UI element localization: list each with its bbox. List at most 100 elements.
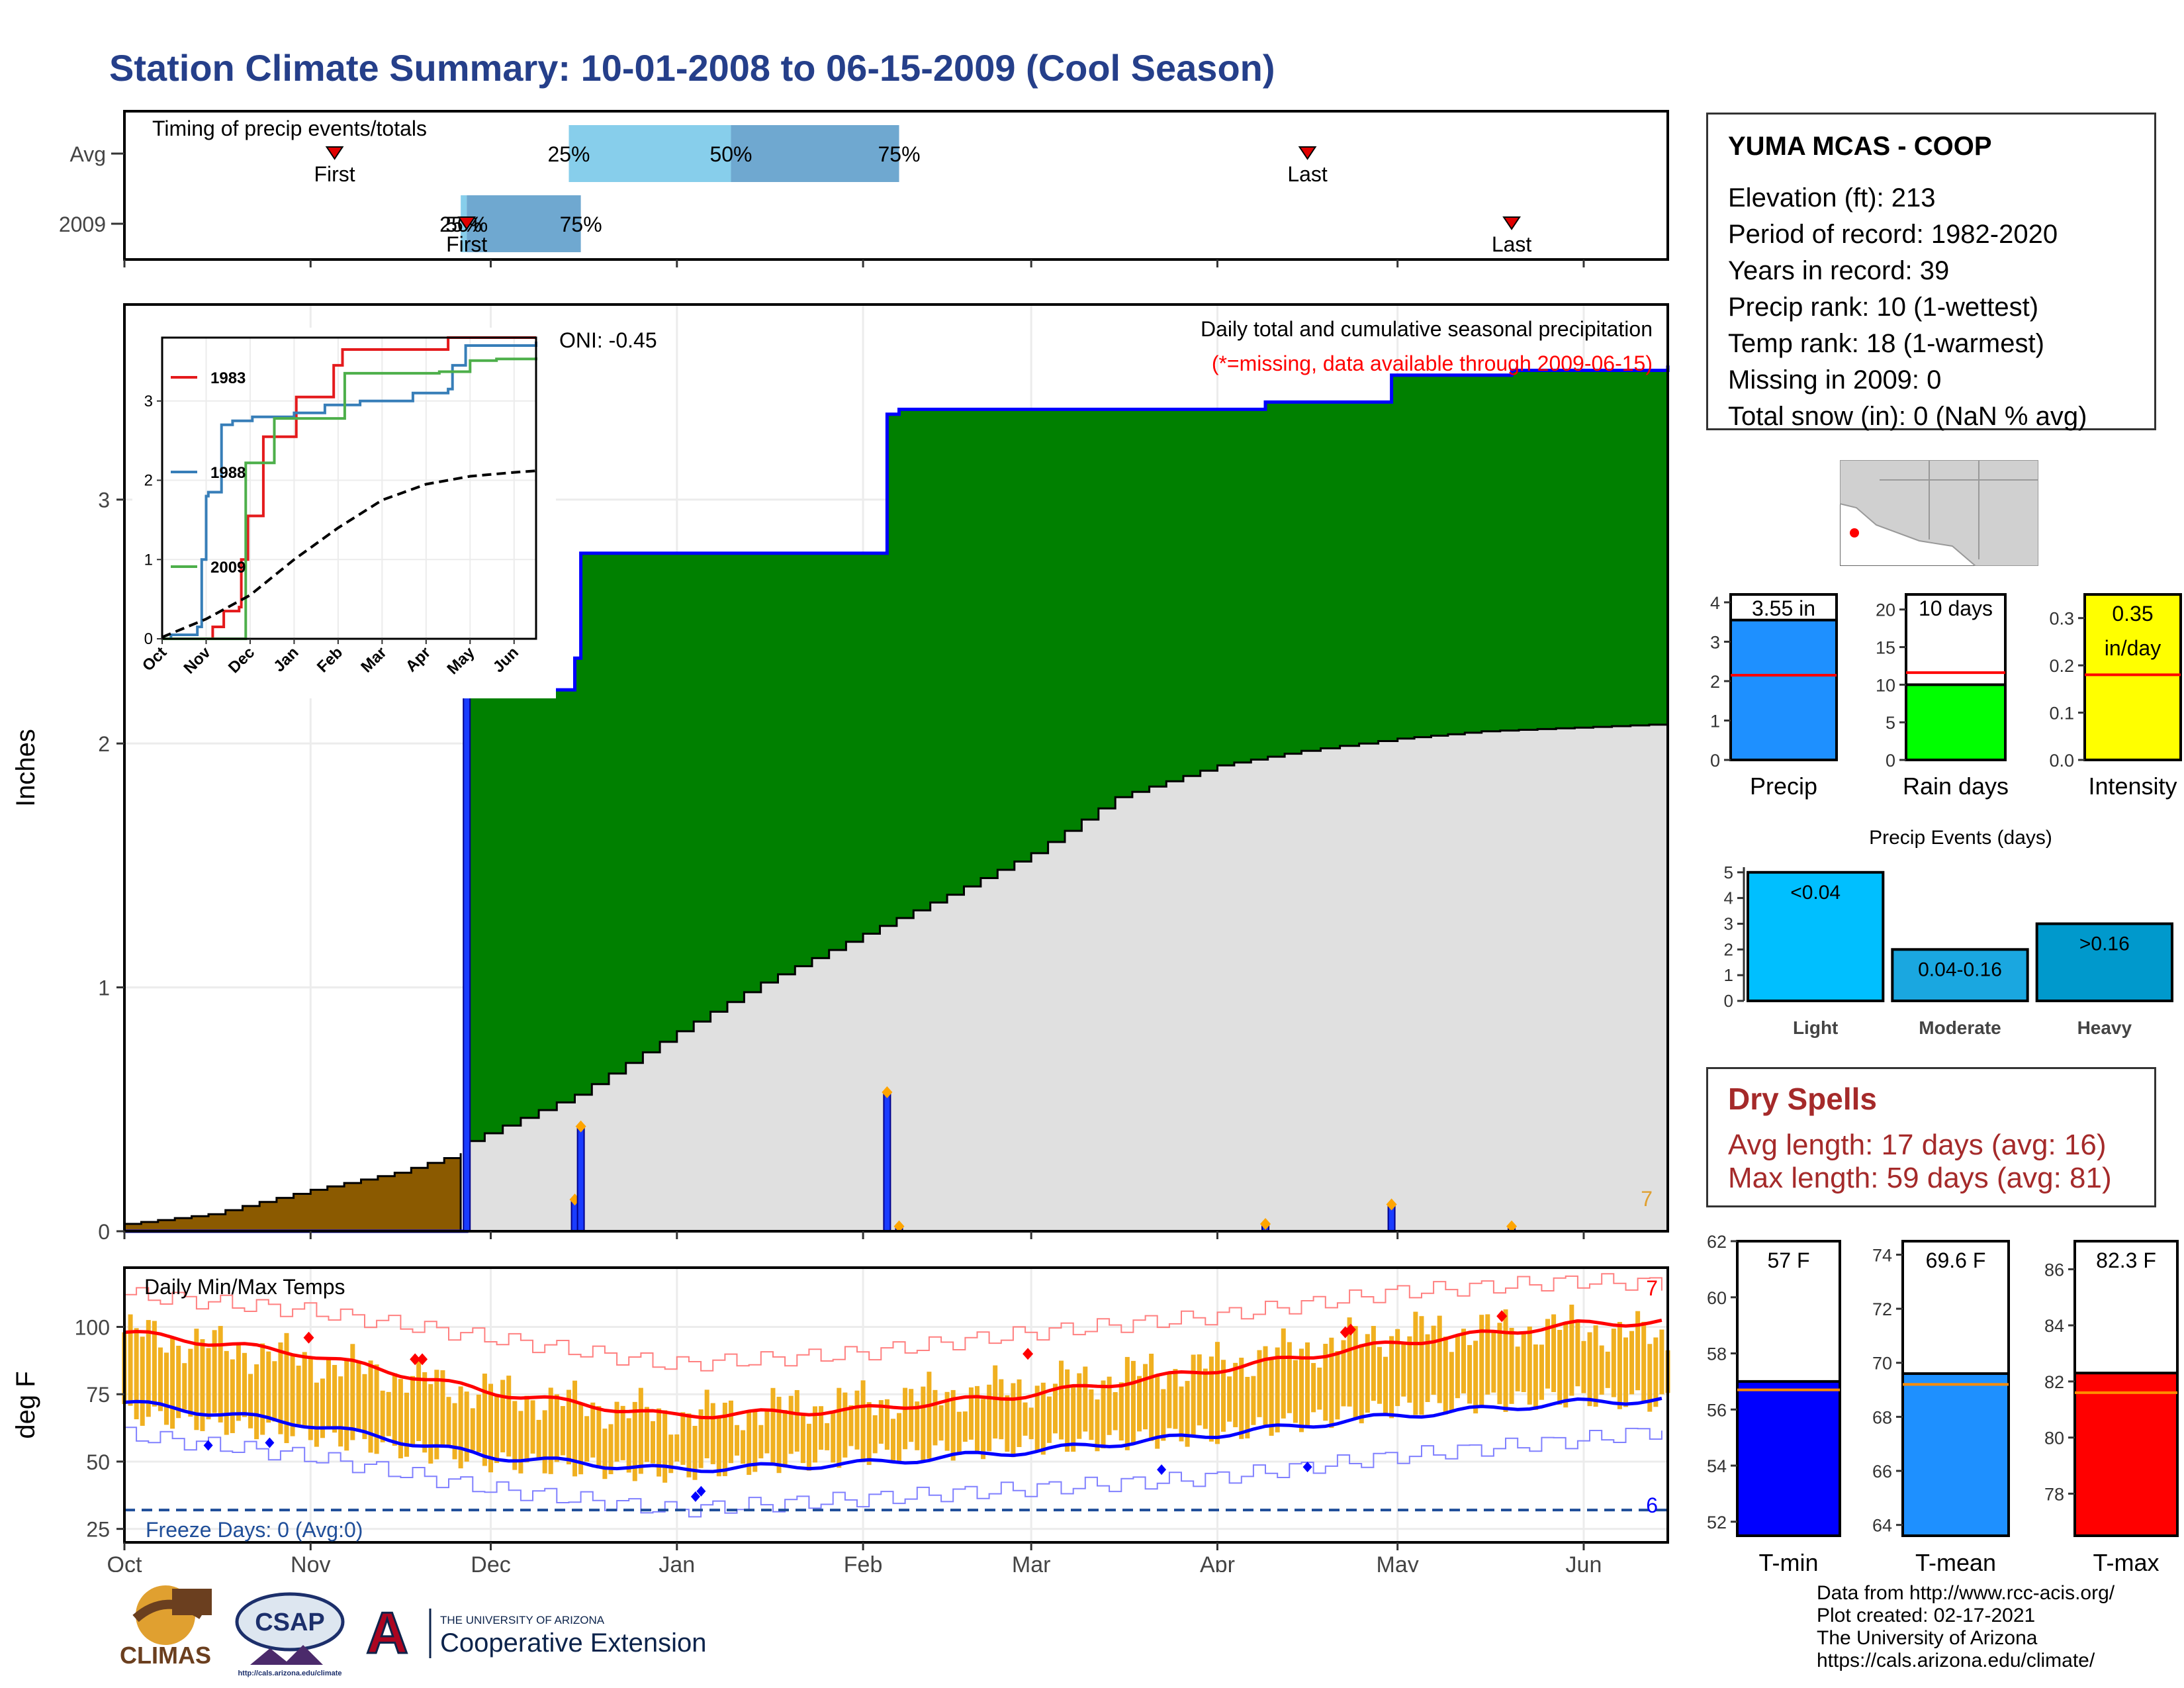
dry-spells-avg: Avg length: 17 days (avg: 16) — [1728, 1129, 2107, 1161]
summary-x-label: T-min — [1759, 1549, 1819, 1576]
daily-temp-bar — [1143, 1364, 1148, 1430]
daily-temp-bar — [344, 1358, 349, 1451]
climas-logo: CLIMAS — [120, 1585, 212, 1669]
daily-temp-bar — [296, 1366, 301, 1425]
summary-y-tick-label: 58 — [1707, 1344, 1727, 1364]
daily-temp-bar — [1377, 1346, 1382, 1404]
daily-temp-bar — [1395, 1329, 1400, 1407]
daily-temp-bar — [1431, 1325, 1436, 1395]
daily-temp-bar — [194, 1329, 199, 1430]
locator-map — [1840, 460, 2038, 566]
daily-temp-bar — [1515, 1346, 1520, 1391]
daily-temp-bar — [698, 1409, 704, 1468]
record-high-marker — [1023, 1348, 1034, 1360]
daily-temp-bar — [854, 1390, 860, 1450]
daily-temp-bar — [1263, 1346, 1268, 1425]
daily-temp-bar — [152, 1321, 157, 1407]
daily-temp-bar — [548, 1387, 553, 1474]
record-high-marker — [303, 1331, 314, 1344]
daily-temp-bar — [987, 1384, 992, 1452]
summary-y-tick-label: 0 — [1710, 751, 1720, 771]
summary-y-tick-label: 52 — [1707, 1513, 1727, 1532]
dry-spells-box: Dry Spells Avg length: 17 days (avg: 16)… — [1706, 1067, 2156, 1207]
daily-temp-bar — [1551, 1314, 1557, 1392]
daily-temp-bar — [1293, 1360, 1298, 1423]
daily-temp-bar — [644, 1407, 649, 1462]
daily-temp-bar — [1089, 1389, 1094, 1440]
daily-temp-bar — [1298, 1348, 1304, 1432]
daily-temp-bar — [1347, 1317, 1352, 1407]
summary-y-tick-label: 4 — [1710, 593, 1720, 613]
daily-temp-bar — [1052, 1383, 1058, 1434]
daily-temp-bar — [1323, 1344, 1328, 1421]
daily-temp-bar — [206, 1348, 211, 1420]
daily-temp-bar — [1305, 1342, 1310, 1427]
daily-temp-bar — [410, 1376, 416, 1445]
summary-bar — [2073, 1372, 2179, 1537]
credit-data-source: Data from http://www.rcc-acis.org/ — [1817, 1582, 2115, 1604]
daily-temp-bar — [1071, 1385, 1076, 1452]
csap-text: CSAP — [255, 1609, 325, 1636]
daily-temp-bar — [248, 1374, 253, 1429]
events-y-tick-label: 5 — [1724, 863, 1733, 882]
daily-temp-bar — [1124, 1356, 1130, 1450]
events-bar — [1747, 870, 1885, 1003]
daily-temp-bar — [1587, 1332, 1592, 1407]
daily-temp-bar — [1341, 1340, 1346, 1407]
temps-frame — [123, 1266, 1669, 1544]
record-high-marker — [1345, 1323, 1356, 1336]
daily-temp-bar — [1491, 1331, 1496, 1393]
daily-temp-bar — [1011, 1383, 1016, 1458]
daily-temp-bar — [374, 1364, 379, 1454]
summary-x-label: Intensity — [2088, 773, 2177, 800]
daily-temp-bar — [1107, 1376, 1112, 1435]
timing-row-label: Avg — [69, 142, 106, 166]
daily-precip-bar — [463, 689, 471, 1232]
events-y-tick-label: 4 — [1724, 888, 1733, 908]
daily-temp-bar — [1479, 1315, 1484, 1408]
daily-temp-bar — [578, 1403, 584, 1475]
events-y-tick-label: 1 — [1724, 965, 1733, 985]
daily-temp-bar — [416, 1358, 422, 1441]
pre-season-area — [123, 1153, 462, 1233]
daily-temp-bar — [242, 1352, 247, 1417]
daily-temp-bar — [1461, 1329, 1466, 1393]
station-elevation: Elevation (ft): 213 — [1728, 183, 1936, 212]
daily-temp-bar — [572, 1380, 578, 1477]
ua-logo: A THE UNIVERSITY OF ARIZONA Cooperative … — [361, 1599, 706, 1665]
timing-q50-q75-bar — [731, 125, 899, 182]
timing-row-label: 2009 — [59, 212, 106, 236]
daily-temp-bar — [1545, 1319, 1551, 1389]
daily-temp-bar — [686, 1413, 692, 1477]
summary-y-tick-label: 1 — [1710, 711, 1720, 731]
precip-y-label: Inches — [11, 729, 40, 807]
temps-max-count: 7 — [1646, 1276, 1658, 1300]
summary-x-label: T-mean — [1915, 1549, 1996, 1576]
inset-legend-label: 1988 — [210, 464, 246, 482]
temps-title: Daily Min/Max Temps — [144, 1275, 345, 1299]
events-bar-label: 0.04-0.16 — [1918, 959, 2002, 980]
temps-background — [124, 1268, 1668, 1542]
daily-temp-bar — [878, 1400, 884, 1444]
daily-temp-bar — [278, 1342, 283, 1434]
daily-temp-bar — [1179, 1386, 1184, 1442]
daily-temp-bar — [974, 1385, 979, 1452]
page-title: Station Climate Summary: 10-01-2008 to 0… — [109, 47, 1275, 89]
summary-y-tick-label: 86 — [2044, 1260, 2064, 1280]
daily-temp-bar — [1563, 1321, 1569, 1408]
daily-temp-bar — [1359, 1344, 1364, 1424]
map-land — [1840, 460, 2038, 566]
record-high-line — [124, 1273, 1662, 1372]
daily-temp-bar — [230, 1359, 235, 1433]
temps-x-tick-label: Dec — [471, 1552, 510, 1572]
record-low-marker — [690, 1491, 700, 1502]
daily-temp-bar — [1575, 1319, 1580, 1387]
daily-temp-bar — [1593, 1325, 1598, 1407]
oni-label: ONI: -0.45 — [559, 328, 657, 352]
temps-x-tick-label: Apr — [1200, 1552, 1235, 1572]
daily-temp-bar — [1641, 1321, 1647, 1401]
summary-y-tick-label: 20 — [1876, 600, 1895, 620]
inset-average-line — [161, 469, 537, 639]
daily-temp-bar — [1449, 1352, 1454, 1412]
events-y-tick-label: 0 — [1724, 991, 1733, 1011]
